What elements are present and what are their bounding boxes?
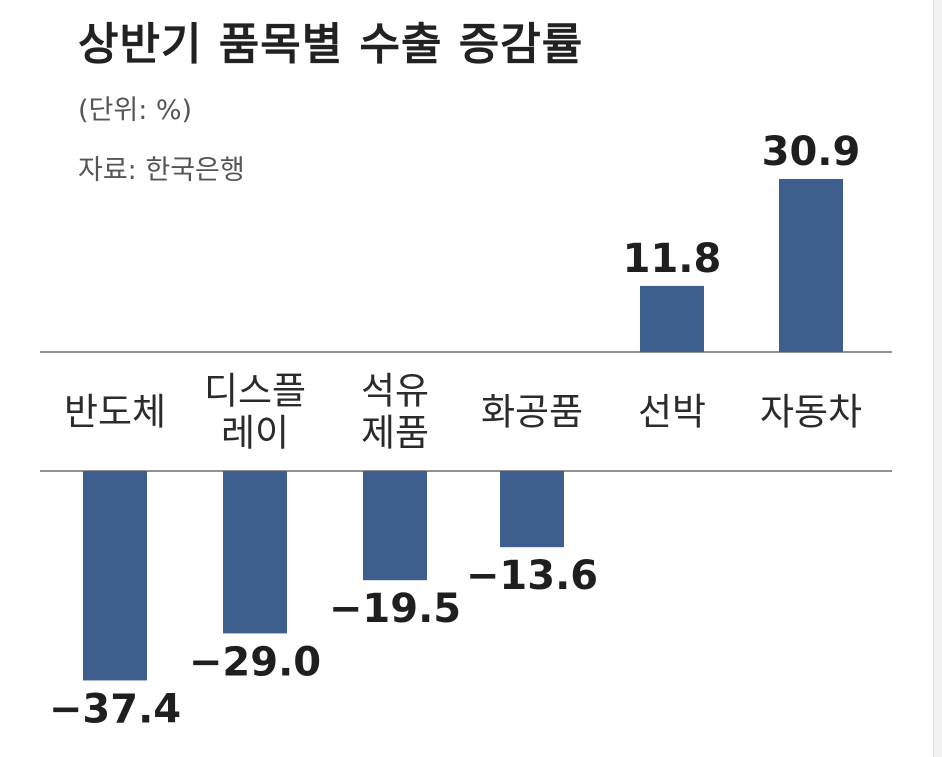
data-label: 30.9: [762, 129, 861, 175]
category-label: 자동차: [760, 391, 862, 434]
page-edge: [933, 0, 942, 757]
bar: [500, 471, 564, 548]
category-label: 선박: [638, 391, 706, 434]
category-label: 석유: [361, 370, 429, 413]
category-label: 레이: [221, 412, 289, 455]
category-label: 제품: [361, 412, 429, 455]
bar: [640, 285, 704, 352]
data-label: −19.5: [329, 586, 461, 632]
category-label: 디스플: [204, 370, 306, 413]
bar: [223, 471, 287, 634]
unit-note: (단위: %): [78, 95, 193, 126]
data-label: −29.0: [189, 639, 321, 685]
data-label: −13.6: [466, 553, 598, 599]
chart-title: 상반기 품목별 수출 증감률: [78, 19, 584, 70]
bar: [83, 471, 147, 681]
data-label: 11.8: [623, 236, 722, 282]
category-label: 화공품: [481, 391, 583, 434]
source-note: 자료: 한국은행: [78, 155, 245, 186]
bar: [363, 471, 427, 581]
category-label: 반도체: [64, 391, 166, 434]
bar: [779, 178, 843, 352]
data-label: −37.4: [49, 686, 181, 732]
